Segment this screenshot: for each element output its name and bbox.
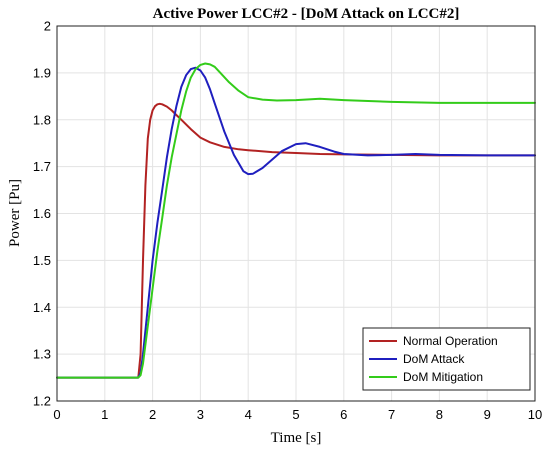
x-tick-label: 10 [528,407,542,422]
legend: Normal Operation DoM Attack DoM Mitigation [362,327,531,391]
x-tick-label: 2 [149,407,156,422]
x-tick-label: 9 [484,407,491,422]
legend-label: DoM Attack [403,352,465,366]
legend-label: DoM Mitigation [403,370,483,384]
x-tick-label: 4 [245,407,252,422]
x-tick-label: 6 [340,407,347,422]
y-tick-label: 1.7 [33,159,51,174]
y-tick-label: 1.5 [33,253,51,268]
y-tick-label: 1.9 [33,65,51,80]
y-tick-label: 1.6 [33,206,51,221]
y-tick-label: 1.2 [33,394,51,409]
legend-label: Normal Operation [403,334,498,348]
y-tick-label: 1.8 [33,112,51,127]
chart-title: Active Power LCC#2 - [DoM Attack on LCC#… [153,6,460,22]
x-tick-label: 5 [292,407,299,422]
x-tick-label: 8 [436,407,443,422]
x-tick-label: 1 [101,407,108,422]
y-tick-label: 1.4 [33,300,51,315]
x-tick-label: 0 [53,407,60,422]
x-tick-label: 3 [197,407,204,422]
plot-frame [56,25,536,402]
series-lines [56,62,536,379]
x-axis-label: Time [s] [271,430,322,446]
y-tick-label: 1.3 [33,347,51,362]
series-line-dom-mitigation [56,62,536,379]
x-tick-label: 7 [388,407,395,422]
y-axis-label: Power [Pu] [7,179,23,247]
series-line-dom-attack [56,66,536,379]
tick-labels: 0 1 2 3 4 5 6 7 8 9 10 1.2 1.3 1.4 1.5 1.6 1.7 1.8 1.9 2 [33,19,542,423]
y-tick-label: 2 [44,19,51,34]
